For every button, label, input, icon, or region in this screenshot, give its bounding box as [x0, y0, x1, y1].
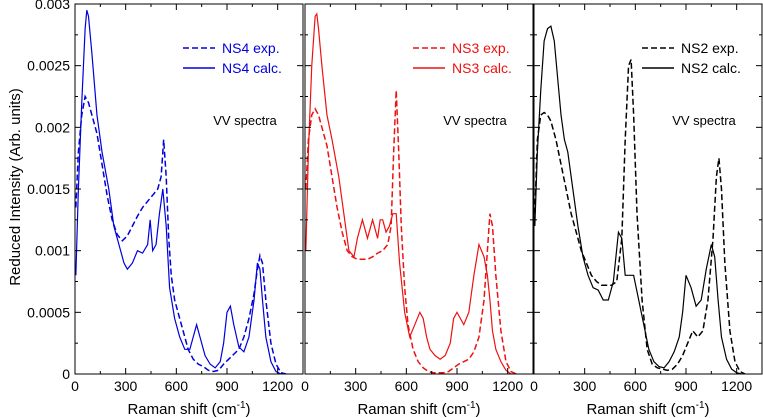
annotation-vv-spectra: VV spectra	[213, 113, 277, 128]
legend-label: NS3 calc.	[452, 60, 512, 76]
y-axis-label: Reduced Intensity (Arb. units)	[7, 88, 24, 286]
x-tick-label: 300	[344, 378, 368, 394]
x-tick-label: 1200	[262, 378, 293, 394]
panel-2: 0 300 600 900 1200 Raman shift (cm-1) NS3 exp.…	[301, 3, 534, 418]
x-tick-label: 0	[301, 378, 309, 394]
x-tick-label: 300	[573, 378, 597, 394]
panels: 0 300 600 900 1200 0 0.0005 0.001 0.0015 0.002 0.0…	[27, 0, 763, 418]
annotation-vv-spectra: VV spectra	[443, 113, 507, 128]
y-tick-label: 0	[62, 366, 70, 382]
annotation-vv-spectra: VV spectra	[672, 113, 736, 128]
series-line-ns3-calc	[305, 12, 517, 374]
series-line-ns4-calc	[75, 10, 287, 374]
x-axis-label-text: Raman shift (cm	[357, 401, 466, 418]
x-tick-label: 900	[445, 378, 469, 394]
x-tick-label: 600	[165, 378, 189, 394]
y-tick-label: 0.0005	[27, 304, 70, 320]
x-axis-label-superscript: -1	[467, 400, 476, 411]
series-line-ns2-exp	[534, 59, 746, 374]
x-tick-label: 300	[114, 378, 138, 394]
panel-3: 0 300 600 900 1200 Raman shift (cm-1) NS2 exp.…	[530, 3, 763, 418]
x-tick-label: 1200	[721, 378, 752, 394]
y-tick-label: 0.0025	[27, 58, 70, 74]
series-line-ns3-exp	[305, 90, 517, 374]
legend-label: NS3 exp.	[452, 40, 510, 56]
panel-1: 0 300 600 900 1200 0 0.0005 0.001 0.0015 0.002 0.0…	[27, 0, 304, 418]
x-axis-label-text: Raman shift (cm	[127, 401, 236, 418]
x-tick-label: 1200	[492, 378, 523, 394]
y-tick-label: 0.003	[35, 0, 70, 12]
x-axis-label: Raman shift (cm-1)	[586, 400, 709, 418]
x-tick-label: 900	[674, 378, 698, 394]
y-tick-label: 0.0015	[27, 181, 70, 197]
x-tick-label: 600	[395, 378, 419, 394]
x-tick-label: 0	[71, 378, 79, 394]
y-tick-label: 0.001	[35, 243, 70, 259]
x-axis-label-close: )	[705, 401, 710, 418]
series-line-ns2-calc	[534, 25, 742, 374]
x-tick-label: 900	[215, 378, 239, 394]
legend-label: NS2 exp.	[681, 40, 739, 56]
y-tick-label: 0.002	[35, 119, 70, 135]
x-axis-label-text: Raman shift (cm	[586, 401, 695, 418]
x-axis-label: Raman shift (cm-1)	[357, 400, 480, 418]
legend-label: NS4 exp.	[222, 40, 280, 56]
x-axis-label-close: )	[246, 401, 251, 418]
x-tick-label: 0	[530, 378, 538, 394]
legend-label: NS2 calc.	[681, 60, 741, 76]
x-axis-label-superscript: -1	[696, 400, 705, 411]
legend-label: NS4 calc.	[222, 60, 282, 76]
x-axis-label: Raman shift (cm-1)	[127, 400, 250, 418]
x-tick-label: 600	[624, 378, 648, 394]
x-axis-label-superscript: -1	[237, 400, 246, 411]
x-axis-label-close: )	[476, 401, 481, 418]
series-line-ns4-exp	[75, 94, 287, 374]
